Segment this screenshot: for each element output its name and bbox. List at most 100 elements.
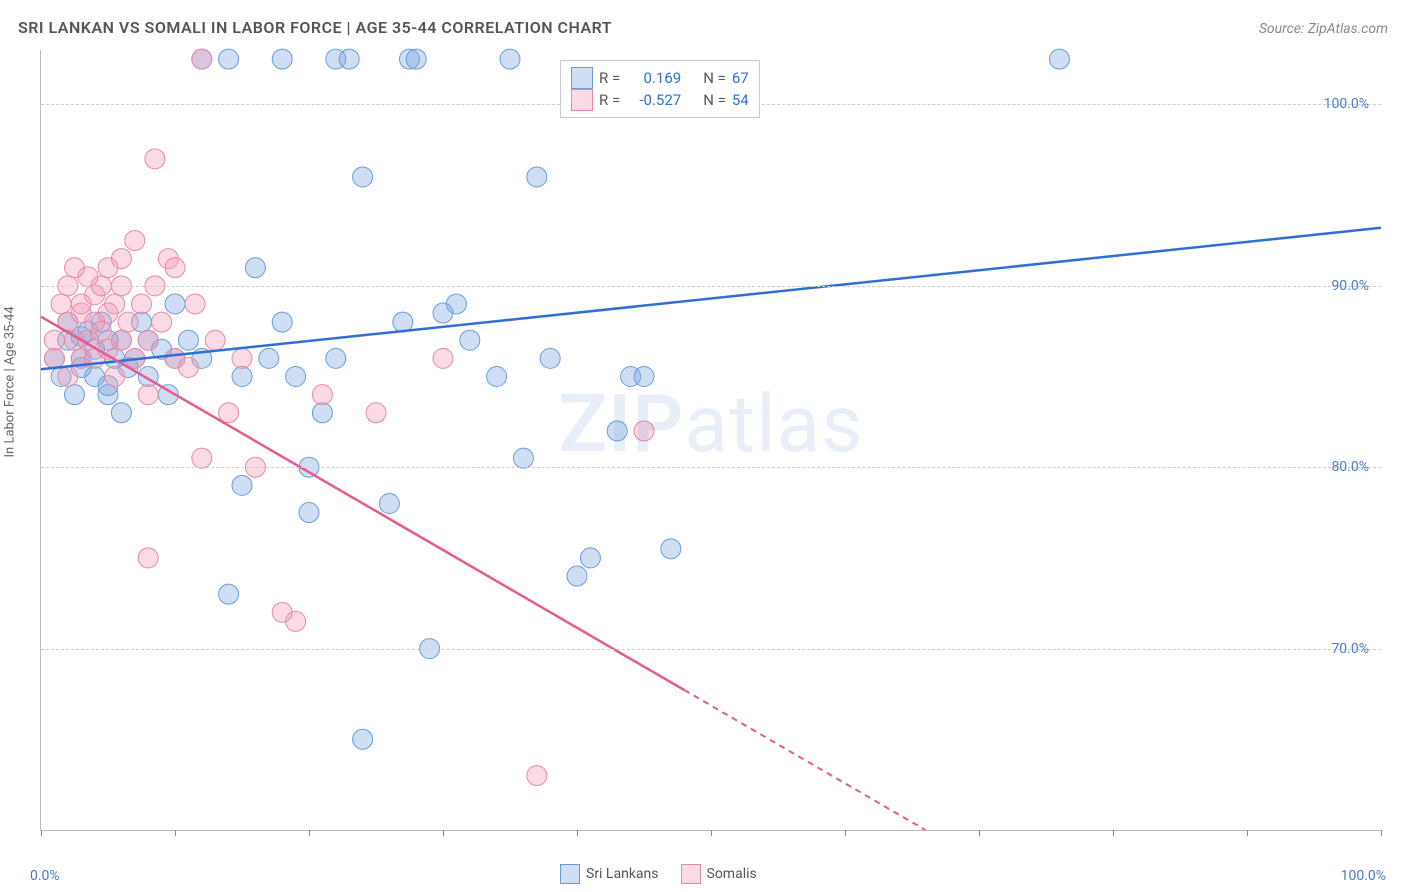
data-point [567, 566, 587, 586]
data-point [379, 493, 399, 513]
data-point [366, 403, 386, 423]
y-tick-label: 100.0% [1324, 96, 1369, 112]
legend-swatch [571, 89, 593, 111]
data-point [65, 385, 85, 405]
data-point [91, 321, 111, 341]
data-point [406, 49, 426, 69]
n-value: 67 [732, 67, 749, 89]
data-point [219, 403, 239, 423]
data-point [178, 330, 198, 350]
legend-item: Somalis [681, 864, 757, 884]
x-tick [443, 830, 444, 836]
legend-swatch [571, 67, 593, 89]
data-point [487, 367, 507, 387]
n-label: N = [703, 89, 726, 111]
x-tick [979, 830, 980, 836]
data-point [44, 348, 64, 368]
data-point [500, 49, 520, 69]
x-tick [1381, 830, 1382, 836]
legend-label: Somalis [707, 866, 757, 882]
data-point [1049, 49, 1069, 69]
data-point [661, 539, 681, 559]
data-point [105, 294, 125, 314]
gridline [41, 649, 1381, 650]
regression-line [41, 228, 1381, 369]
legend-swatch [681, 864, 701, 884]
data-point [312, 385, 332, 405]
r-label: R = [599, 67, 620, 89]
data-point [353, 729, 373, 749]
legend-correlation: R =0.169N =67R =-0.527N =54 [560, 60, 760, 118]
data-point [527, 766, 547, 786]
data-point [51, 294, 71, 314]
data-point [446, 294, 466, 314]
data-point [44, 330, 64, 350]
x-tick [845, 830, 846, 836]
data-point [145, 149, 165, 169]
legend-row: R =-0.527N =54 [571, 89, 749, 111]
data-point [219, 584, 239, 604]
data-point [118, 312, 138, 332]
x-tick-min: 0.0% [30, 868, 60, 884]
chart-title: SRI LANKAN VS SOMALI IN LABOR FORCE | AG… [18, 18, 612, 37]
gridline [41, 286, 1381, 287]
data-point [138, 330, 158, 350]
data-point [353, 167, 373, 187]
legend-label: Sri Lankans [586, 866, 659, 882]
data-point [339, 49, 359, 69]
data-point [286, 611, 306, 631]
data-point [165, 258, 185, 278]
data-point [125, 230, 145, 250]
data-point [58, 367, 78, 387]
data-point [105, 367, 125, 387]
data-point [111, 403, 131, 423]
data-point [192, 49, 212, 69]
data-point [192, 448, 212, 468]
regression-line [41, 317, 684, 690]
title-bar: SRI LANKAN VS SOMALI IN LABOR FORCE | AG… [18, 18, 1388, 37]
chart-svg [41, 50, 1381, 830]
data-point [433, 348, 453, 368]
x-tick [711, 830, 712, 836]
x-tick-max: 100.0% [1341, 868, 1386, 884]
data-point [111, 330, 131, 350]
data-point [299, 503, 319, 523]
data-point [152, 312, 172, 332]
data-point [232, 348, 252, 368]
legend-row: R =0.169N =67 [571, 67, 749, 89]
data-point [634, 421, 654, 441]
data-point [232, 367, 252, 387]
data-point [540, 348, 560, 368]
data-point [259, 348, 279, 368]
y-tick-label: 80.0% [1331, 459, 1369, 475]
source-label: Source: ZipAtlas.com [1259, 21, 1388, 37]
x-tick [1247, 830, 1248, 836]
data-point [219, 49, 239, 69]
x-tick [175, 830, 176, 836]
data-point [178, 357, 198, 377]
legend-item: Sri Lankans [560, 864, 659, 884]
legend-series: Sri Lankans Somalis [560, 864, 757, 884]
data-point [185, 294, 205, 314]
data-point [165, 294, 185, 314]
legend-swatch [560, 864, 580, 884]
x-tick [309, 830, 310, 836]
gridline [41, 467, 1381, 468]
data-point [607, 421, 627, 441]
y-tick-label: 90.0% [1331, 278, 1369, 294]
plot-area: ZIPatlas 70.0%80.0%90.0%100.0% [40, 50, 1381, 831]
n-value: 54 [732, 89, 749, 111]
data-point [580, 548, 600, 568]
data-point [132, 294, 152, 314]
data-point [634, 367, 654, 387]
x-tick [577, 830, 578, 836]
data-point [527, 167, 547, 187]
y-tick-label: 70.0% [1331, 641, 1369, 657]
y-axis-label: In Labor Force | Age 35-44 [3, 306, 18, 457]
data-point [312, 403, 332, 423]
data-point [245, 258, 265, 278]
data-point [286, 367, 306, 387]
r-value: 0.169 [626, 67, 681, 89]
data-point [232, 475, 252, 495]
data-point [272, 49, 292, 69]
